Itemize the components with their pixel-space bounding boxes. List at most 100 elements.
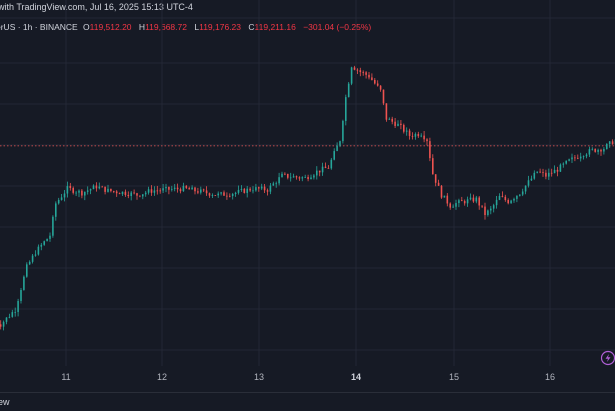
candle-up <box>99 187 101 189</box>
candle-up <box>281 174 283 177</box>
candle-up <box>241 189 243 190</box>
candle-down <box>197 191 199 192</box>
candle-up <box>148 189 150 192</box>
candle-down <box>209 193 211 195</box>
candle-down <box>284 174 286 175</box>
candle-up <box>238 190 240 193</box>
candle-down <box>186 186 188 188</box>
candle-down <box>203 189 205 190</box>
candle-down <box>377 84 379 86</box>
candle-up <box>589 149 591 154</box>
candle-up <box>528 180 530 185</box>
candle-up <box>49 236 51 239</box>
candle-down <box>441 186 443 198</box>
candle-down <box>383 90 385 104</box>
x-tick-label: 11 <box>61 372 70 382</box>
candle-down <box>438 183 440 186</box>
candle-down <box>113 191 115 192</box>
candle-up <box>455 203 457 207</box>
candle-down <box>133 193 135 194</box>
candle-up <box>568 159 570 160</box>
candle-down <box>157 190 159 191</box>
candle-up <box>84 192 86 196</box>
candle-down <box>484 207 486 215</box>
candle-up <box>606 144 608 149</box>
candle-up <box>20 290 22 301</box>
candle-down <box>215 195 217 196</box>
candle-down <box>188 188 190 189</box>
candle-down <box>159 190 161 191</box>
candle-up <box>597 150 599 152</box>
candle-up <box>270 185 272 191</box>
view-label[interactable]: iew <box>0 393 10 411</box>
candle-up <box>536 172 538 173</box>
candle-up <box>554 170 556 173</box>
x-tick-label: 12 <box>157 372 167 382</box>
candle-down <box>539 172 541 173</box>
candle-down <box>151 189 153 192</box>
candle-up <box>12 312 14 317</box>
candle-up <box>90 189 92 190</box>
candle-up <box>496 200 498 205</box>
candle-up <box>220 192 222 193</box>
lightning-icon[interactable] <box>602 352 615 365</box>
candle-down <box>374 80 376 84</box>
candle-down <box>391 119 393 122</box>
candle-down <box>194 188 196 192</box>
candle-down <box>81 191 83 196</box>
candle-up <box>93 186 95 190</box>
candle-down <box>478 198 480 206</box>
candle-down <box>72 188 74 193</box>
candle-up <box>171 189 173 190</box>
candle-down <box>461 200 463 201</box>
candle-down <box>360 70 362 72</box>
candle-up <box>560 165 562 172</box>
candle-down <box>380 86 382 90</box>
candle-down <box>594 149 596 152</box>
candle-up <box>420 136 422 137</box>
candle-down <box>502 196 504 197</box>
candle-down <box>296 176 298 177</box>
x-tick-label: 14 <box>351 372 361 382</box>
candle-up <box>290 177 292 178</box>
candle-down <box>600 150 602 152</box>
candle-up <box>467 199 469 203</box>
candle-up <box>583 156 585 157</box>
x-tick-label: 16 <box>545 372 555 382</box>
candle-up <box>35 255 37 256</box>
candle-down <box>435 174 437 183</box>
candle-up <box>87 190 89 191</box>
candle-up <box>415 134 417 137</box>
candle-down <box>403 125 405 132</box>
candle-up <box>571 157 573 159</box>
candle-down <box>139 196 141 197</box>
candle-up <box>302 177 304 178</box>
candlestick-series <box>0 66 615 330</box>
candle-up <box>389 119 391 120</box>
candle-up <box>278 177 280 183</box>
candle-up <box>14 312 16 313</box>
candle-down <box>423 136 425 140</box>
candle-up <box>275 183 277 184</box>
candle-down <box>267 190 269 191</box>
candle-down <box>307 177 309 179</box>
candle-down <box>0 324 2 326</box>
candle-up <box>107 189 109 192</box>
candle-down <box>426 139 428 141</box>
x-tick-label: 13 <box>254 372 264 382</box>
candle-up <box>531 179 533 181</box>
candle-up <box>3 322 5 327</box>
candle-up <box>513 199 515 201</box>
candle-down <box>409 131 411 136</box>
candle-down <box>249 189 251 191</box>
candle-down <box>574 157 576 158</box>
candle-up <box>252 190 254 191</box>
candle-up <box>345 97 347 121</box>
candle-up <box>580 157 582 159</box>
candle-down <box>226 196 228 197</box>
candle-up <box>58 200 60 203</box>
candle-down <box>101 187 103 188</box>
candle-up <box>46 239 48 241</box>
